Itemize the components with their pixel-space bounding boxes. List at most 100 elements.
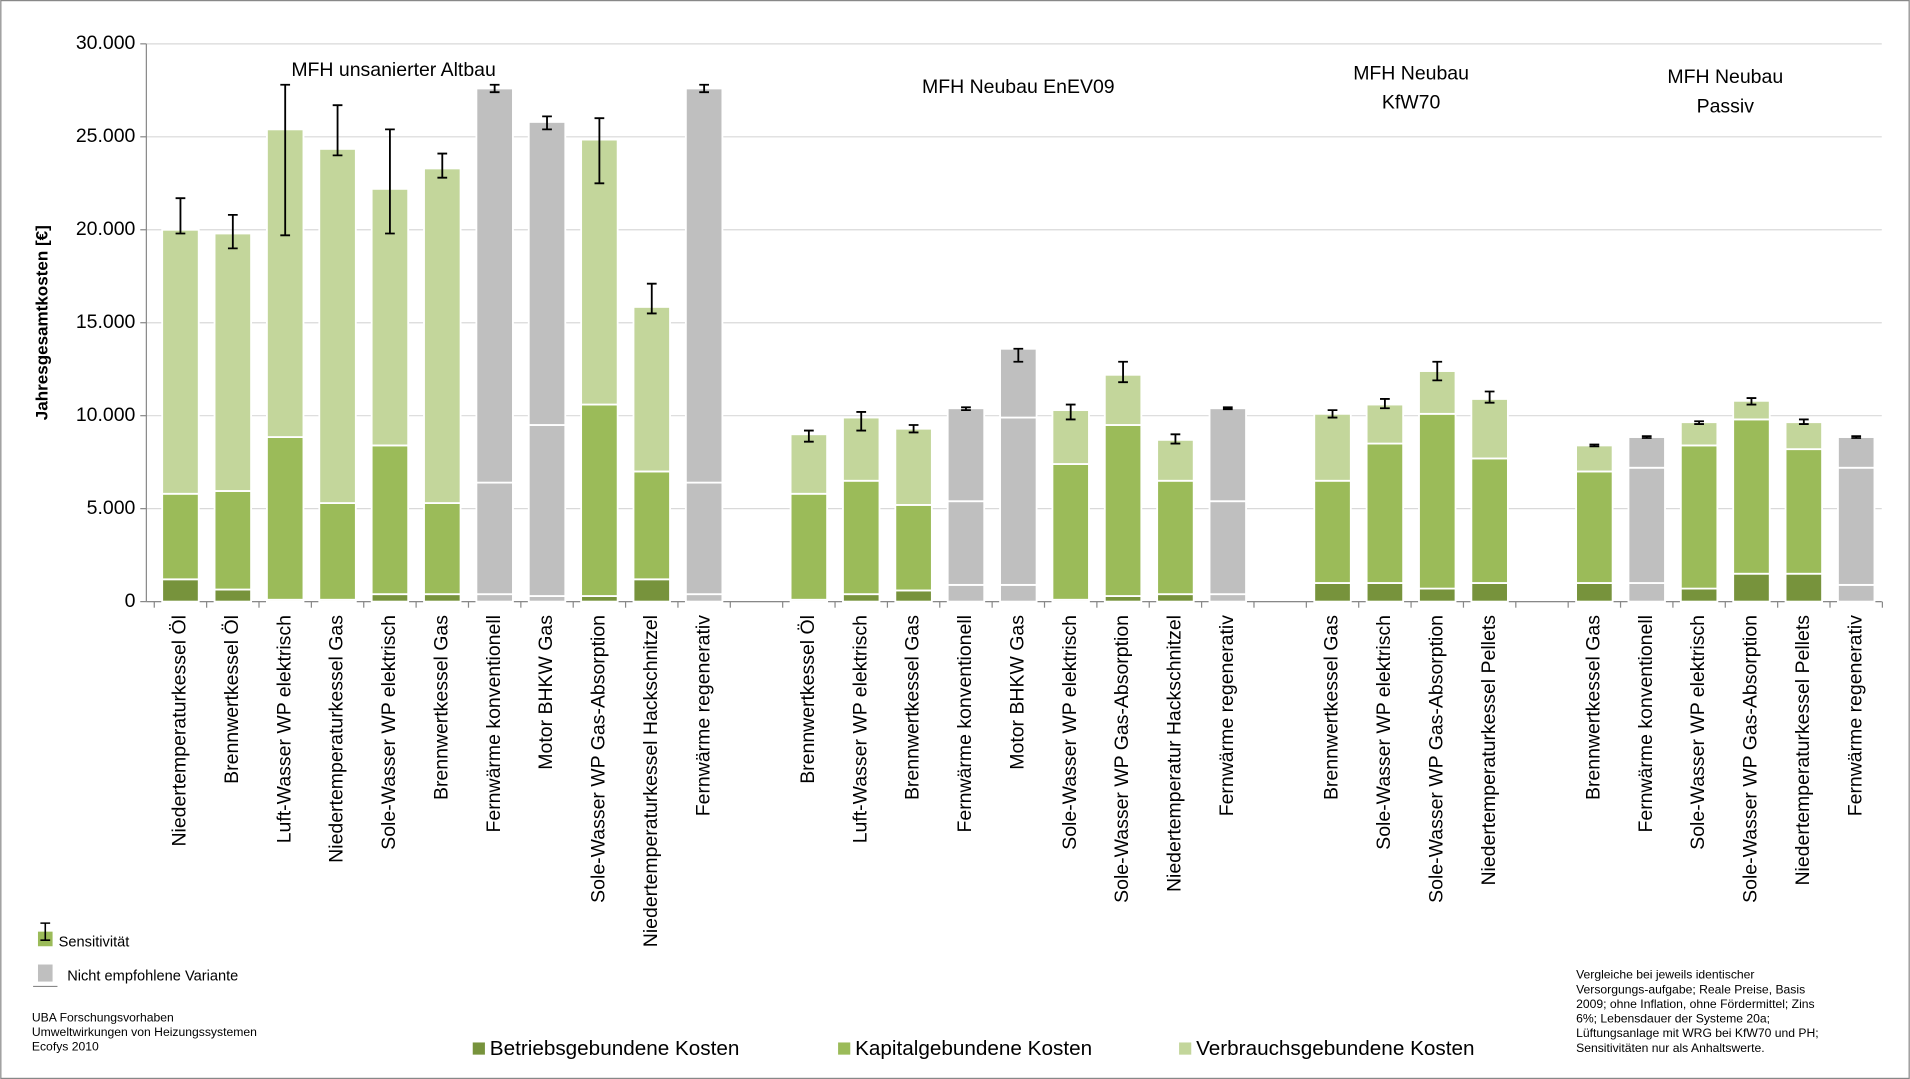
bar-segment	[1156, 438, 1195, 482]
bar-segment	[999, 583, 1038, 603]
x-tick-label: Sole-Wasser WP Gas-Absorption	[1740, 615, 1762, 903]
bar-segment	[161, 492, 200, 581]
legend-swatch	[37, 964, 53, 982]
method-note: Versorgungs-aufgabe; Reale Preise, Basis	[1576, 982, 1805, 996]
bar-segment	[789, 433, 829, 495]
error-bar	[1589, 443, 1600, 448]
error-bar	[1641, 435, 1652, 439]
bar-segment	[946, 583, 986, 603]
bar-segment	[475, 87, 514, 484]
bar-segment	[946, 407, 986, 503]
error-bar	[1746, 397, 1757, 406]
bar-segment	[632, 306, 671, 473]
x-tick-label: Fernwärme regenerativ	[1844, 615, 1866, 817]
bar-segment	[1156, 479, 1195, 596]
error-bar	[542, 115, 552, 131]
x-tick-label: Brennwertkessel Gas	[1583, 615, 1605, 800]
bar-segment	[1575, 582, 1614, 603]
x-tick-label: Sole-Wasser WP Gas-Absorption	[588, 615, 610, 903]
error-bar	[594, 117, 605, 185]
bar-segment	[1784, 421, 1824, 451]
error-bar	[1484, 390, 1495, 404]
x-tick-label: Brennwertkessel Öl	[797, 615, 819, 784]
error-bar	[1170, 433, 1181, 445]
x-tick-label: Sole-Wasser WP elektrisch	[1373, 615, 1395, 850]
bar-segment	[1156, 593, 1195, 603]
legend-swatch	[472, 1042, 485, 1055]
bar-segment	[423, 502, 462, 596]
bar-segment	[1103, 424, 1143, 597]
bar-segment	[684, 593, 724, 603]
bar-segment	[161, 578, 200, 603]
bar-segment	[1313, 582, 1352, 603]
bar-segment	[1627, 436, 1666, 469]
bar-segment	[789, 492, 829, 601]
bar-segment	[318, 147, 357, 504]
x-tick-label: Sole-Wasser WP Gas-Absorption	[1111, 615, 1133, 903]
x-tick-label: Niedertemperaturkessel Gas	[326, 615, 348, 863]
method-note: 6%; Lebensdauer der Systeme 20a;	[1576, 1012, 1770, 1026]
x-tick-label: Niedertemperaturkessel Pellets	[1478, 615, 1500, 886]
error-bar	[1851, 435, 1862, 439]
x-tick-label: Fernwärme konventionell	[1635, 615, 1657, 833]
bar-segment	[1837, 436, 1876, 469]
bar-segment	[370, 593, 410, 603]
bar-segment	[1575, 444, 1614, 473]
bar-segment	[684, 481, 724, 596]
bar-segment	[1208, 407, 1247, 503]
bar-segment	[580, 403, 619, 597]
bar-segment	[1470, 582, 1509, 603]
bar-segment	[423, 167, 462, 504]
error-bar	[437, 152, 448, 179]
x-tick-label: Fernwärme konventionell	[954, 615, 976, 833]
bar-segment	[1313, 412, 1352, 482]
x-tick-label: Sole-Wasser WP elektrisch	[1687, 615, 1709, 850]
group-label: MFH Neubau EnEV09	[922, 76, 1115, 98]
bar-segment	[1208, 593, 1247, 603]
error-bar	[332, 104, 343, 157]
bar-segment	[1627, 466, 1666, 584]
error-bar	[803, 429, 814, 443]
bar-segment	[527, 121, 567, 426]
bar-segment	[1365, 442, 1405, 584]
group-label: Passiv	[1697, 95, 1755, 117]
bar-segment	[632, 470, 671, 581]
group-label: KfW70	[1382, 92, 1441, 114]
legend-label: Betriebsgebundene Kosten	[490, 1037, 740, 1060]
x-tick-label: Fernwärme regenerativ	[692, 615, 714, 817]
error-bar	[1065, 403, 1076, 421]
x-tick-label: Brennwertkessel Gas	[902, 615, 924, 800]
bar-segment	[842, 479, 881, 596]
y-tick-label: 10.000	[76, 404, 136, 426]
error-bar	[1013, 347, 1024, 363]
bar-segment	[1470, 398, 1509, 460]
bar-segment	[475, 481, 514, 596]
error-bar	[1380, 398, 1390, 410]
bar-segment	[1103, 373, 1143, 426]
method-note: 2009; ohne Inflation, ohne Fördermittel;…	[1576, 997, 1815, 1011]
legend-label: Verbrauchsgebundene Kosten	[1196, 1037, 1474, 1060]
error-bar	[1327, 409, 1338, 419]
y-tick-label: 0	[125, 590, 136, 612]
bar-segment	[1418, 587, 1457, 603]
x-tick-label: Niedertemperaturkessel Hackschnitzel	[640, 615, 662, 947]
group-label: MFH Neubau	[1667, 66, 1783, 88]
x-tick-label: Motor BHKW Gas	[1006, 615, 1028, 770]
y-axis-label: Jahresgesamtkosten [€]	[32, 225, 51, 420]
method-note: Vergleiche bei jeweils identischer	[1576, 968, 1754, 982]
bar-segment	[1051, 463, 1090, 601]
bar-segment	[946, 500, 986, 586]
error-bar	[280, 83, 291, 237]
bar-segment	[1470, 457, 1509, 584]
legend-label: Sensitivität	[59, 934, 130, 950]
error-bar	[646, 282, 657, 315]
bar-segment	[894, 589, 933, 603]
bar-segment	[213, 588, 253, 603]
bar-segment	[1837, 583, 1876, 603]
x-tick-label: Motor BHKW Gas	[535, 615, 557, 770]
legend-label: Nicht empfohlene Variante	[67, 969, 238, 985]
bar-segment	[1679, 444, 1719, 590]
x-tick-label: Brennwertkessel Gas	[430, 615, 452, 800]
x-tick-label: Fernwärme konventionell	[483, 615, 505, 833]
